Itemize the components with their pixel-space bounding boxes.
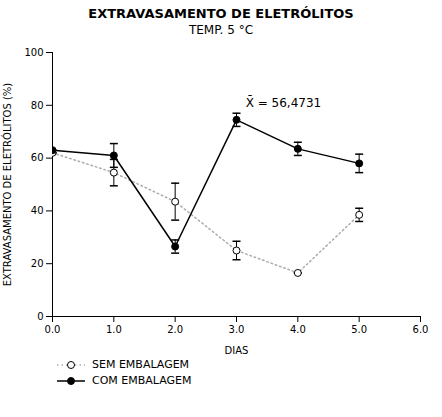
- svg-text:4.0: 4.0: [290, 324, 306, 335]
- svg-text:0: 0: [37, 311, 43, 322]
- svg-text:6.0: 6.0: [413, 324, 429, 335]
- svg-text:5.0: 5.0: [351, 324, 367, 335]
- html-text:TEMP. 5 °C: TEMP. 5 °C: [189, 23, 253, 37]
- svg-text:40: 40: [31, 205, 44, 216]
- html-text:EXTRAVASAMENTO DE ELETRÓLITOS: EXTRAVASAMENTO DE ELETRÓLITOS: [88, 6, 354, 21]
- svg-text:100: 100: [24, 47, 43, 58]
- svg-text:80: 80: [31, 100, 44, 111]
- svg-text:3.0: 3.0: [229, 324, 245, 335]
- html-text:COM EMBALAGEM: COM EMBALAGEM: [92, 374, 192, 387]
- svg-text:DIAS: DIAS: [225, 345, 249, 356]
- svg-text:1.0: 1.0: [106, 324, 122, 335]
- svg-text:20: 20: [31, 258, 44, 269]
- html-text:SEM EMBALAGEM: SEM EMBALAGEM: [92, 358, 190, 371]
- svg-text:X̄ = 56,4731: X̄ = 56,4731: [246, 95, 322, 109]
- svg-text:0.0: 0.0: [45, 324, 61, 335]
- svg-text:2.0: 2.0: [167, 324, 183, 335]
- svg-text:EXTRAVASAMENTO DE ELETRÓLITOS: EXTRAVASAMENTO DE ELETRÓLITOS (%): [1, 83, 13, 287]
- svg-text:60: 60: [31, 152, 44, 163]
